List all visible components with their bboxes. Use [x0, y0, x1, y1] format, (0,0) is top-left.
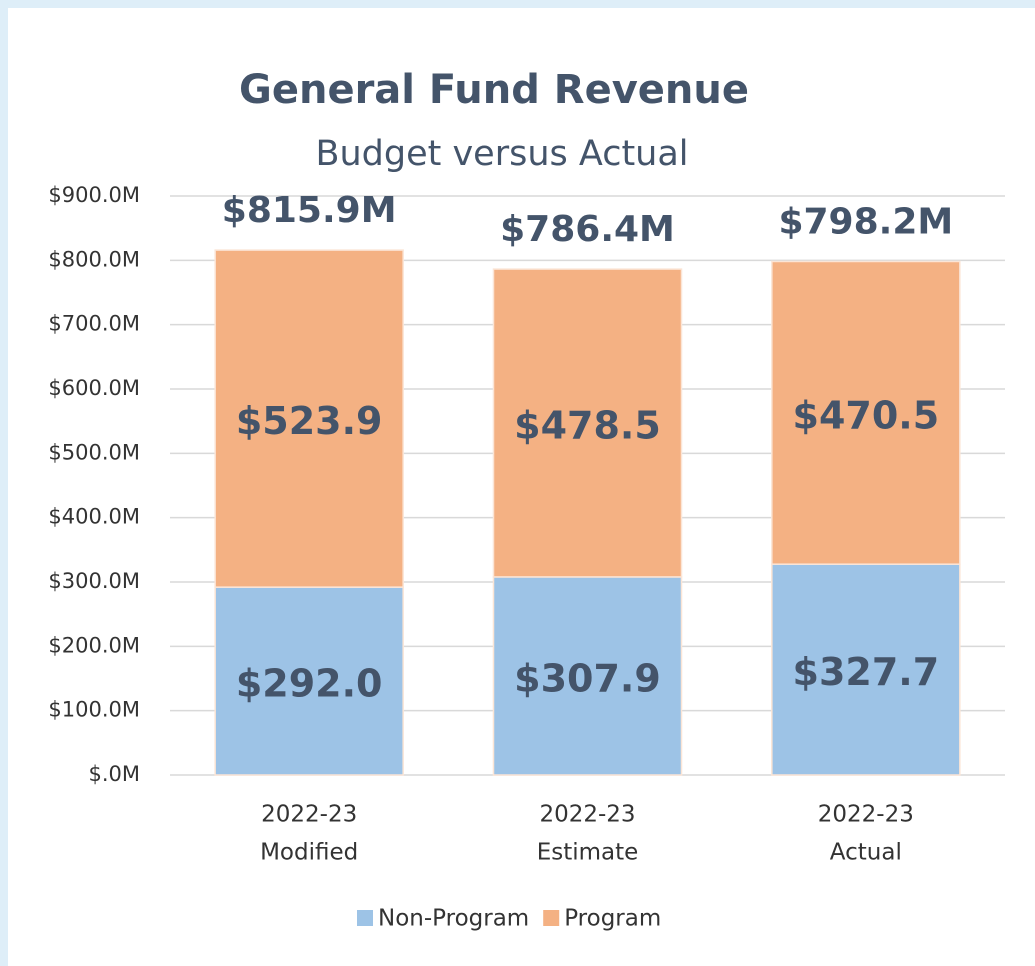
bar-segment: [492, 576, 683, 776]
data-label: $327.7: [793, 650, 940, 694]
y-tick-label: $500.0M: [48, 440, 140, 464]
bar-segment: [771, 260, 961, 565]
x-tick-label: Modified: [260, 840, 358, 866]
total-label: $786.4M: [500, 209, 675, 250]
legend-swatch: [543, 910, 560, 926]
y-tick-label: $800.0M: [48, 247, 140, 271]
total-label: $815.9M: [222, 190, 397, 231]
chart-subtitle: Budget versus Actual: [315, 134, 688, 174]
legend-label: Program: [564, 906, 661, 932]
bar-segment: [214, 586, 404, 776]
x-tick-label: 2022-23: [261, 802, 357, 828]
x-tick-label: 2022-23: [818, 802, 914, 828]
legend-swatch: [357, 910, 373, 926]
x-tick-label: Estimate: [537, 840, 639, 866]
y-tick-label: $600.0M: [48, 376, 140, 400]
bar-segment: [214, 249, 404, 588]
data-label: $292.0: [236, 662, 383, 706]
y-tick-label: $900.0M: [48, 183, 140, 207]
y-tick-label: $400.0M: [48, 505, 140, 529]
data-label: $470.5: [793, 393, 940, 437]
data-label: $478.5: [514, 404, 661, 448]
x-tick-label: Actual: [830, 840, 902, 866]
y-tick-label: $.0M: [88, 762, 140, 786]
chart-title: General Fund Revenue: [239, 67, 749, 113]
y-tick-label: $700.0M: [48, 312, 140, 336]
data-label: $523.9: [236, 399, 383, 443]
data-label: $307.9: [514, 656, 661, 700]
y-tick-label: $100.0M: [48, 698, 140, 722]
y-tick-label: $300.0M: [48, 569, 140, 593]
y-tick-label: $200.0M: [48, 633, 140, 657]
x-tick-label: 2022-23: [539, 802, 635, 828]
bar-segment: [771, 563, 961, 776]
legend-label: Non-Program: [378, 906, 529, 932]
bar-segment: [492, 268, 683, 578]
total-label: $798.2M: [778, 201, 953, 242]
